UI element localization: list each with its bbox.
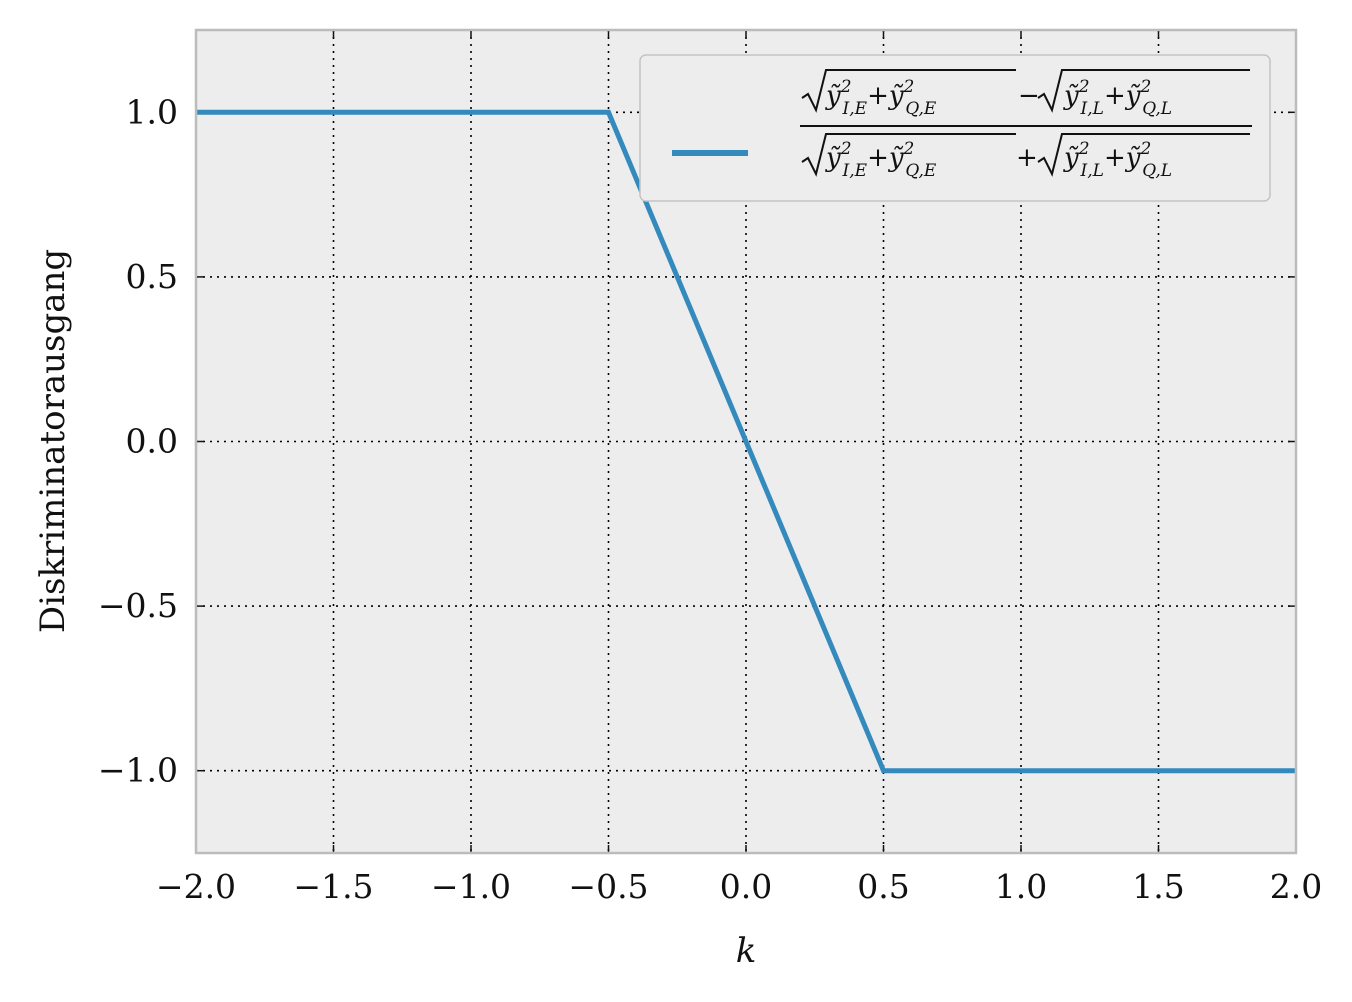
x-tick-label: −2.0 (156, 867, 236, 906)
x-tick-label: −1.5 (293, 867, 373, 906)
legend: ỹ2 I,E+ỹ2 Q,E − ỹ2 I,L+ỹ2 Q,L ỹ2 I,E+ỹ2 Q,E + … (639, 54, 1271, 202)
legend-box (639, 54, 1271, 202)
y-tick-label: 0.5 (126, 257, 178, 296)
x-tick-label: 0.5 (857, 867, 909, 906)
svg-text:−: − (1018, 81, 1040, 111)
y-tick-label: 0.0 (126, 422, 178, 461)
y-tick-labels: −1.0 −0.5 0.0 0.5 1.0 (98, 92, 178, 789)
series (196, 109, 1296, 774)
y-tick-label: −0.5 (98, 586, 178, 625)
x-tick-label: −1.0 (431, 867, 511, 906)
y-tick-label: −1.0 (98, 751, 178, 790)
x-axis-label: k (736, 931, 757, 971)
x-tick-label: −0.5 (568, 867, 648, 906)
x-tick-labels: −2.0 −1.5 −1.0 −0.5 0.0 0.5 1.0 1.5 2.0 (156, 867, 1322, 906)
x-tick-label: 2.0 (1270, 867, 1322, 906)
y-axis-label: Diskriminatorausgang (33, 249, 73, 633)
x-tick-label: 0.0 (720, 867, 772, 906)
x-tick-label: 1.0 (995, 867, 1047, 906)
y-tick-label: 1.0 (126, 92, 178, 131)
x-tick-label: 1.5 (1132, 867, 1184, 906)
plot-frame (194, 28, 1298, 855)
series-line (196, 109, 1296, 774)
svg-text:+: + (1016, 143, 1038, 173)
